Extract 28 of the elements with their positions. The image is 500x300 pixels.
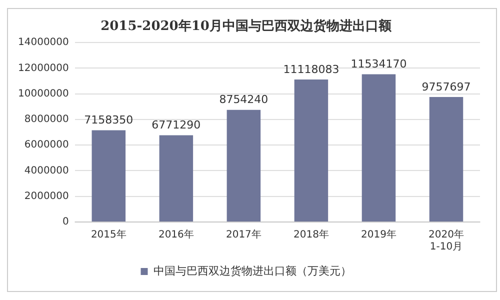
y-tick-label: 6000000 xyxy=(24,140,69,151)
y-tick-label: 0 xyxy=(62,216,69,228)
x-tick-label: 2016年 xyxy=(158,228,194,241)
y-tick-label: 10000000 xyxy=(18,88,69,100)
bar xyxy=(362,74,396,222)
data-label: 8754240 xyxy=(219,93,268,106)
y-tick-label: 4000000 xyxy=(24,165,69,176)
bar xyxy=(294,80,328,222)
y-tick-label: 14000000 xyxy=(18,37,69,48)
y-tick-label: 8000000 xyxy=(24,114,69,126)
bar xyxy=(92,130,126,222)
legend-label: 中国与巴西双边货物进出口额（万美元） xyxy=(153,264,352,278)
x-tick-label: 2015年 xyxy=(90,228,126,241)
y-tick-label: 12000000 xyxy=(18,62,69,74)
x-tick-label: 2019年 xyxy=(361,228,396,241)
bar xyxy=(226,110,261,222)
data-label: 11534170 xyxy=(350,58,407,71)
data-label: 9757697 xyxy=(422,80,471,94)
chart-title: 2015-2020年10月中国与巴西双边货物进出口额 xyxy=(100,18,392,34)
data-label: 6771290 xyxy=(152,118,201,132)
data-label: 7158350 xyxy=(84,114,134,127)
x-tick-label: 2017年 xyxy=(226,228,262,241)
y-tick-label: 2000000 xyxy=(24,190,69,202)
bar xyxy=(159,135,194,222)
x-tick-label: 2018年 xyxy=(293,228,329,241)
x-tick-label: 2020年 1-10月 xyxy=(428,228,464,253)
bar xyxy=(429,96,464,222)
data-label: 11118083 xyxy=(283,62,340,76)
